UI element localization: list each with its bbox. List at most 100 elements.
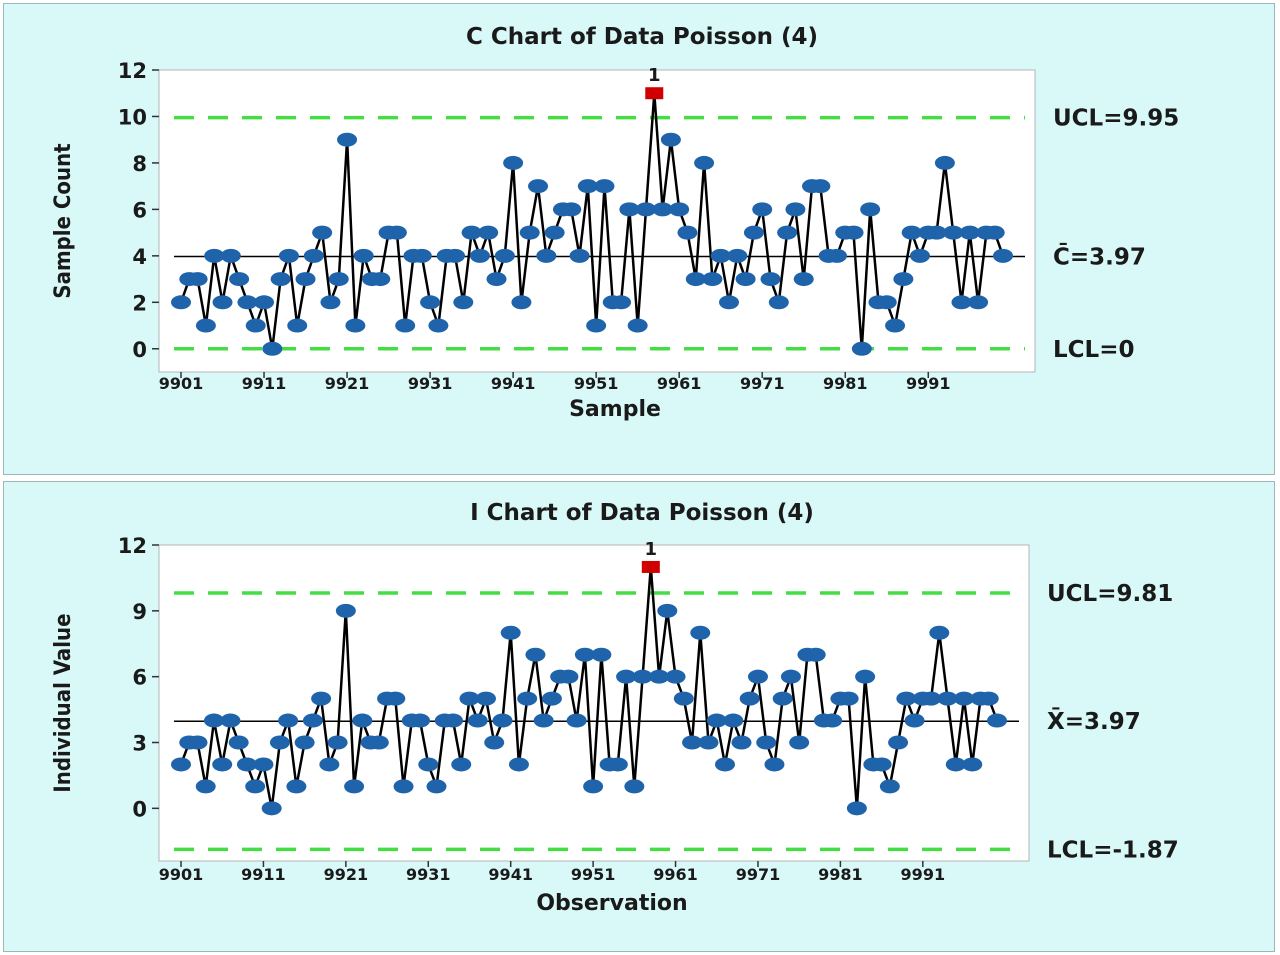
c-y-tick-label: 8 xyxy=(132,152,147,176)
i-x-tick-label: 9931 xyxy=(406,865,451,884)
c-data-point xyxy=(428,318,449,333)
c-data-point xyxy=(511,295,532,310)
c-y-tick-label: 6 xyxy=(132,198,147,222)
c-x-tick-label: 9991 xyxy=(906,374,951,393)
i-data-point xyxy=(517,691,538,706)
i-data-point xyxy=(451,757,472,772)
c-y-tick-label: 0 xyxy=(132,338,147,362)
i-data-point xyxy=(822,713,843,728)
c-data-point xyxy=(851,341,872,356)
c-data-point xyxy=(951,295,972,310)
i-data-point xyxy=(871,757,892,772)
c-data-point xyxy=(577,179,598,194)
c-data-point xyxy=(619,202,640,217)
c-data-point xyxy=(959,225,980,240)
c-data-point xyxy=(528,179,549,194)
c-data-point xyxy=(984,225,1005,240)
c-data-point xyxy=(768,295,789,310)
i-data-point xyxy=(278,713,299,728)
c-x-tick-label: 9921 xyxy=(325,374,370,393)
c-data-point xyxy=(237,295,258,310)
c-data-point xyxy=(968,295,989,310)
i-data-point xyxy=(253,757,274,772)
i-x-tick-label: 9901 xyxy=(159,865,204,884)
i-data-point xyxy=(690,625,711,640)
i-data-point xyxy=(228,735,249,750)
i-data-point xyxy=(987,713,1007,728)
c-data-point xyxy=(536,248,557,263)
i-data-point xyxy=(583,779,604,794)
c-data-point xyxy=(635,202,656,217)
c-data-point xyxy=(909,248,930,263)
i-data-point xyxy=(838,691,859,706)
i-out-of-control-flag: 1 xyxy=(645,539,658,560)
c-chart: C Chart of Data Poisson (4) 0 2 4 6 8 10 12 9901… xyxy=(51,24,1179,422)
c-data-point xyxy=(727,248,748,263)
c-x-tick-label: 9981 xyxy=(823,374,868,393)
c-data-point xyxy=(901,225,922,240)
c-lcl-label: LCL=0 xyxy=(1053,337,1134,363)
i-data-point xyxy=(203,713,224,728)
i-data-point xyxy=(921,691,942,706)
c-data-point xyxy=(561,202,582,217)
c-data-point xyxy=(885,318,906,333)
i-data-point xyxy=(698,735,719,750)
i-data-point xyxy=(607,757,628,772)
i-data-point xyxy=(236,757,257,772)
i-data-point xyxy=(649,669,670,684)
i-data-point xyxy=(929,625,950,640)
i-data-point xyxy=(319,757,340,772)
c-y-axis-label: Sample Count xyxy=(51,143,76,299)
c-data-point xyxy=(860,202,881,217)
i-data-point xyxy=(492,713,513,728)
c-y-tick-label: 2 xyxy=(132,291,147,315)
i-y-axis-label: Individual Value xyxy=(51,613,76,792)
c-data-point xyxy=(270,272,291,287)
i-y-tick-label: 3 xyxy=(132,732,147,756)
c-ucl-label: UCL=9.95 xyxy=(1053,106,1179,132)
i-data-point xyxy=(904,713,925,728)
c-data-point xyxy=(594,179,615,194)
i-data-point xyxy=(772,691,793,706)
i-data-point xyxy=(616,669,637,684)
c-data-point xyxy=(386,225,407,240)
i-data-point xyxy=(393,779,414,794)
c-data-point xyxy=(702,272,723,287)
c-data-point xyxy=(262,341,283,356)
i-data-point xyxy=(220,713,241,728)
c-data-point xyxy=(420,295,441,310)
c-data-point xyxy=(254,295,275,310)
c-data-point xyxy=(453,295,474,310)
c-data-point xyxy=(627,318,648,333)
i-y-tick-label: 12 xyxy=(118,534,147,558)
i-data-point xyxy=(855,669,876,684)
i-data-point xyxy=(706,713,727,728)
c-data-point xyxy=(187,272,208,287)
i-x-tick-label: 9961 xyxy=(653,865,698,884)
c-data-point xyxy=(843,225,864,240)
c-x-axis-label: Sample xyxy=(569,397,661,422)
i-data-point xyxy=(624,779,645,794)
i-data-point xyxy=(665,669,686,684)
i-data-point xyxy=(294,735,315,750)
c-data-point xyxy=(411,248,432,263)
i-data-point xyxy=(187,735,208,750)
c-data-point xyxy=(934,155,955,170)
c-data-point xyxy=(810,179,831,194)
c-data-point xyxy=(826,248,847,263)
i-data-point xyxy=(475,691,496,706)
i-x-tick-label: 9921 xyxy=(324,865,369,884)
c-data-point xyxy=(760,272,781,287)
i-chart-title: I Chart of Data Poisson (4) xyxy=(470,500,814,526)
i-data-point xyxy=(954,691,975,706)
i-x-tick-label: 9951 xyxy=(571,865,616,884)
c-out-of-control-point xyxy=(645,87,664,100)
c-data-point xyxy=(611,295,632,310)
c-data-point xyxy=(752,202,773,217)
i-y-tick-label: 6 xyxy=(132,666,147,690)
i-data-point xyxy=(344,779,365,794)
c-data-point xyxy=(245,318,266,333)
i-data-point xyxy=(335,603,356,618)
i-data-point xyxy=(261,801,282,816)
i-y-tick-label: 9 xyxy=(132,600,147,624)
